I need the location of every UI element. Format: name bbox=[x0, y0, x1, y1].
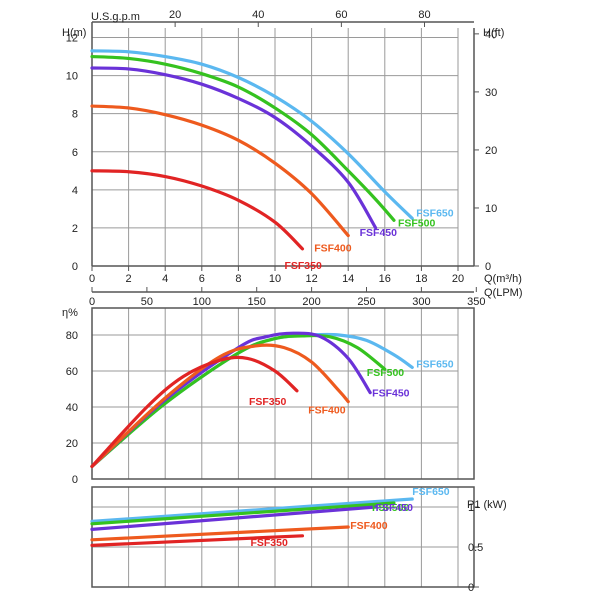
y-tick-label-ft: 20 bbox=[485, 145, 497, 157]
label-layer: U.S.g.p.m H(m) H(ft) Q(m³/h) Q(LPM) η% P… bbox=[62, 9, 523, 593]
x-tick-label: 12 bbox=[305, 273, 317, 285]
lpm-tick-label: 300 bbox=[412, 296, 430, 308]
y-tick-label-head: 0 bbox=[72, 261, 78, 273]
series-label-fsf500: FSF500 bbox=[367, 367, 405, 379]
curve-fsf400-head bbox=[90, 104, 350, 238]
curve-fsf650-power bbox=[90, 497, 414, 523]
x-tick-label: 8 bbox=[235, 273, 241, 285]
x-tick-label: 16 bbox=[379, 273, 391, 285]
lpm-tick-label: 100 bbox=[193, 296, 211, 308]
y-tick-label-ft: 30 bbox=[485, 87, 497, 99]
axis-title-power: P1 (kW) bbox=[467, 499, 507, 511]
curve-fsf350-power bbox=[90, 534, 305, 547]
curve-fsf450-power bbox=[90, 505, 378, 531]
curve-fsf450-efficiency bbox=[90, 331, 372, 468]
curve-fsf500-efficiency bbox=[90, 333, 387, 468]
series-label-fsf400: FSF400 bbox=[314, 243, 352, 255]
curve-fsf450-head bbox=[90, 66, 378, 230]
y-tick-label-power: 0.5 bbox=[468, 542, 483, 554]
y-tick-label-ft: 0 bbox=[485, 261, 491, 273]
lpm-tick-label: 200 bbox=[302, 296, 320, 308]
x-tick-label: 6 bbox=[199, 273, 205, 285]
y-tick-label-efficiency: 40 bbox=[66, 402, 78, 414]
frame-layer bbox=[91, 21, 479, 588]
curve-fsf500-head bbox=[90, 54, 396, 222]
axis-title-q-lpm: Q(LPM) bbox=[484, 287, 523, 299]
top-tick-label: 80 bbox=[418, 9, 430, 21]
y-tick-label-efficiency: 80 bbox=[66, 330, 78, 342]
x-tick-label: 20 bbox=[452, 273, 464, 285]
top-tick-label: 60 bbox=[335, 9, 347, 21]
y-tick-label-efficiency: 20 bbox=[66, 438, 78, 450]
series-label-fsf450: FSF450 bbox=[376, 502, 414, 514]
curve-fsf500-power bbox=[90, 501, 396, 526]
y-tick-label-head: 2 bbox=[72, 223, 78, 235]
series-label-fsf400: FSF400 bbox=[308, 405, 346, 417]
y-tick-label-ft: 40 bbox=[485, 29, 497, 41]
axis-title-top: U.S.g.p.m bbox=[91, 11, 140, 23]
series-label-fsf450: FSF450 bbox=[372, 388, 410, 400]
curve-fsf400-power bbox=[90, 525, 350, 542]
series-label-fsf650: FSF650 bbox=[416, 207, 454, 219]
y-tick-label-ft: 10 bbox=[485, 203, 497, 215]
top-tick-label: 20 bbox=[169, 9, 181, 21]
efficiency-panel-frame bbox=[91, 307, 475, 480]
x-tick-label: 2 bbox=[126, 273, 132, 285]
x-tick-label: 4 bbox=[162, 273, 168, 285]
curve-fsf400-efficiency bbox=[90, 343, 350, 468]
y-tick-label-power: 1 bbox=[468, 502, 474, 514]
series-label-fsf500: FSF500 bbox=[398, 217, 436, 229]
curve-fsf350-efficiency bbox=[90, 355, 299, 468]
series-label-fsf450: FSF450 bbox=[360, 227, 398, 239]
series-label-fsf500: FSF500 bbox=[372, 502, 410, 514]
power-panel-frame bbox=[91, 486, 475, 588]
axis-title-head-ft: H(ft) bbox=[483, 27, 504, 39]
curve-fsf350-head bbox=[90, 169, 305, 251]
lpm-tick-label: 350 bbox=[467, 296, 485, 308]
lpm-tick-label: 250 bbox=[357, 296, 375, 308]
lpm-tick-label: 150 bbox=[248, 296, 266, 308]
y-tick-label-head: 4 bbox=[72, 185, 78, 197]
y-tick-label-head: 8 bbox=[72, 109, 78, 121]
y-tick-label-head: 10 bbox=[66, 71, 78, 83]
y-tick-label-head: 12 bbox=[66, 33, 78, 45]
y-tick-label-head: 6 bbox=[72, 147, 78, 159]
x-tick-label: 0 bbox=[89, 273, 95, 285]
curve-layer bbox=[90, 49, 414, 547]
top-tick-label: 40 bbox=[252, 9, 264, 21]
lpm-tick-label: 0 bbox=[89, 296, 95, 308]
lpm-tick-label: 50 bbox=[141, 296, 153, 308]
curve-fsf650-head bbox=[90, 49, 414, 220]
x-tick-label: 14 bbox=[342, 273, 354, 285]
x-tick-label: 18 bbox=[415, 273, 427, 285]
axis-title-efficiency: η% bbox=[62, 307, 78, 319]
series-label-fsf350: FSF350 bbox=[284, 260, 322, 272]
axis-title-head-m: H(m) bbox=[62, 27, 86, 39]
y-tick-label-power: 0 bbox=[468, 582, 474, 593]
y-tick-label-efficiency: 60 bbox=[66, 366, 78, 378]
series-label-fsf350: FSF350 bbox=[250, 537, 288, 549]
grid-layer bbox=[92, 28, 459, 587]
axis-title-q-m3h: Q(m³/h) bbox=[484, 273, 522, 285]
y-tick-label-efficiency: 0 bbox=[72, 474, 78, 486]
x-tick-label: 10 bbox=[269, 273, 281, 285]
series-label-fsf650: FSF650 bbox=[416, 358, 454, 370]
series-label-fsf650: FSF650 bbox=[412, 486, 450, 498]
series-label-fsf400: FSF400 bbox=[350, 520, 388, 532]
series-label-fsf350: FSF350 bbox=[249, 396, 287, 408]
